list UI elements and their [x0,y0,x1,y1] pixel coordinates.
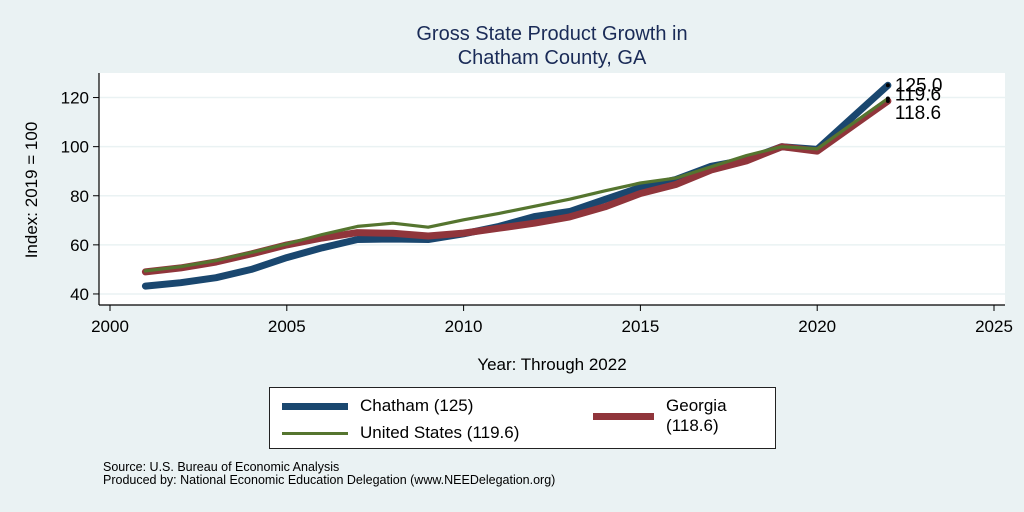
end-label-chatham: 125.0 [895,75,943,96]
x-tick-label-2010: 2010 [445,317,483,336]
axes: 40 60 80 100 120 2000 2005 2010 2015 2020 2025 [61,73,1013,336]
x-tick-label-2005: 2005 [268,317,306,336]
legend-swatch-united-states [282,431,348,435]
x-tick-label-2025: 2025 [975,317,1013,336]
legend-item-georgia: Georgia (118.6) [593,396,775,436]
y-tick-label-40: 40 [70,285,89,304]
gridlines [99,96,1005,295]
legend-label-chatham: Chatham (125) [360,396,474,415]
legend-label-georgia: Georgia (118.6) [666,396,727,435]
legend-item-chatham: Chatham (125) [282,396,473,416]
source-note: Source: U.S. Bureau of Economic Analysis [103,460,340,474]
chart-title-line-2: Chatham County, GA [458,47,647,69]
x-tick-label-2000: 2000 [91,317,129,336]
legend-item-united-states: United States (119.6) [282,423,519,443]
y-tick-label-80: 80 [70,187,89,206]
end-marker-chatham [885,83,890,88]
x-tick-label-2015: 2015 [621,317,659,336]
x-axis-title: Year: Through 2022 [477,355,626,374]
y-tick-label-60: 60 [70,236,89,255]
y-tick-label-100: 100 [61,138,89,157]
legend: Chatham (125) Georgia (118.6) United Sta… [269,387,776,449]
legend-label-united-states: United States (119.6) [360,423,520,442]
y-axis-title: Index: 2019 = 100 [22,122,41,259]
chart-title-line-1: Gross State Product Growth in [416,23,687,45]
legend-swatch-georgia [593,412,655,420]
produced-by-note: Produced by: National Economic Education… [103,473,556,487]
end-marker-united-states [885,96,890,101]
end-label-united-states: 119.6 [895,85,941,106]
x-tick-label-2020: 2020 [798,317,836,336]
series-lines [141,81,892,290]
legend-swatch-chatham [282,402,348,410]
series-line-united-states [143,96,890,273]
end-label-georgia: 118.6 [895,103,941,124]
y-tick-label-120: 120 [61,89,89,108]
